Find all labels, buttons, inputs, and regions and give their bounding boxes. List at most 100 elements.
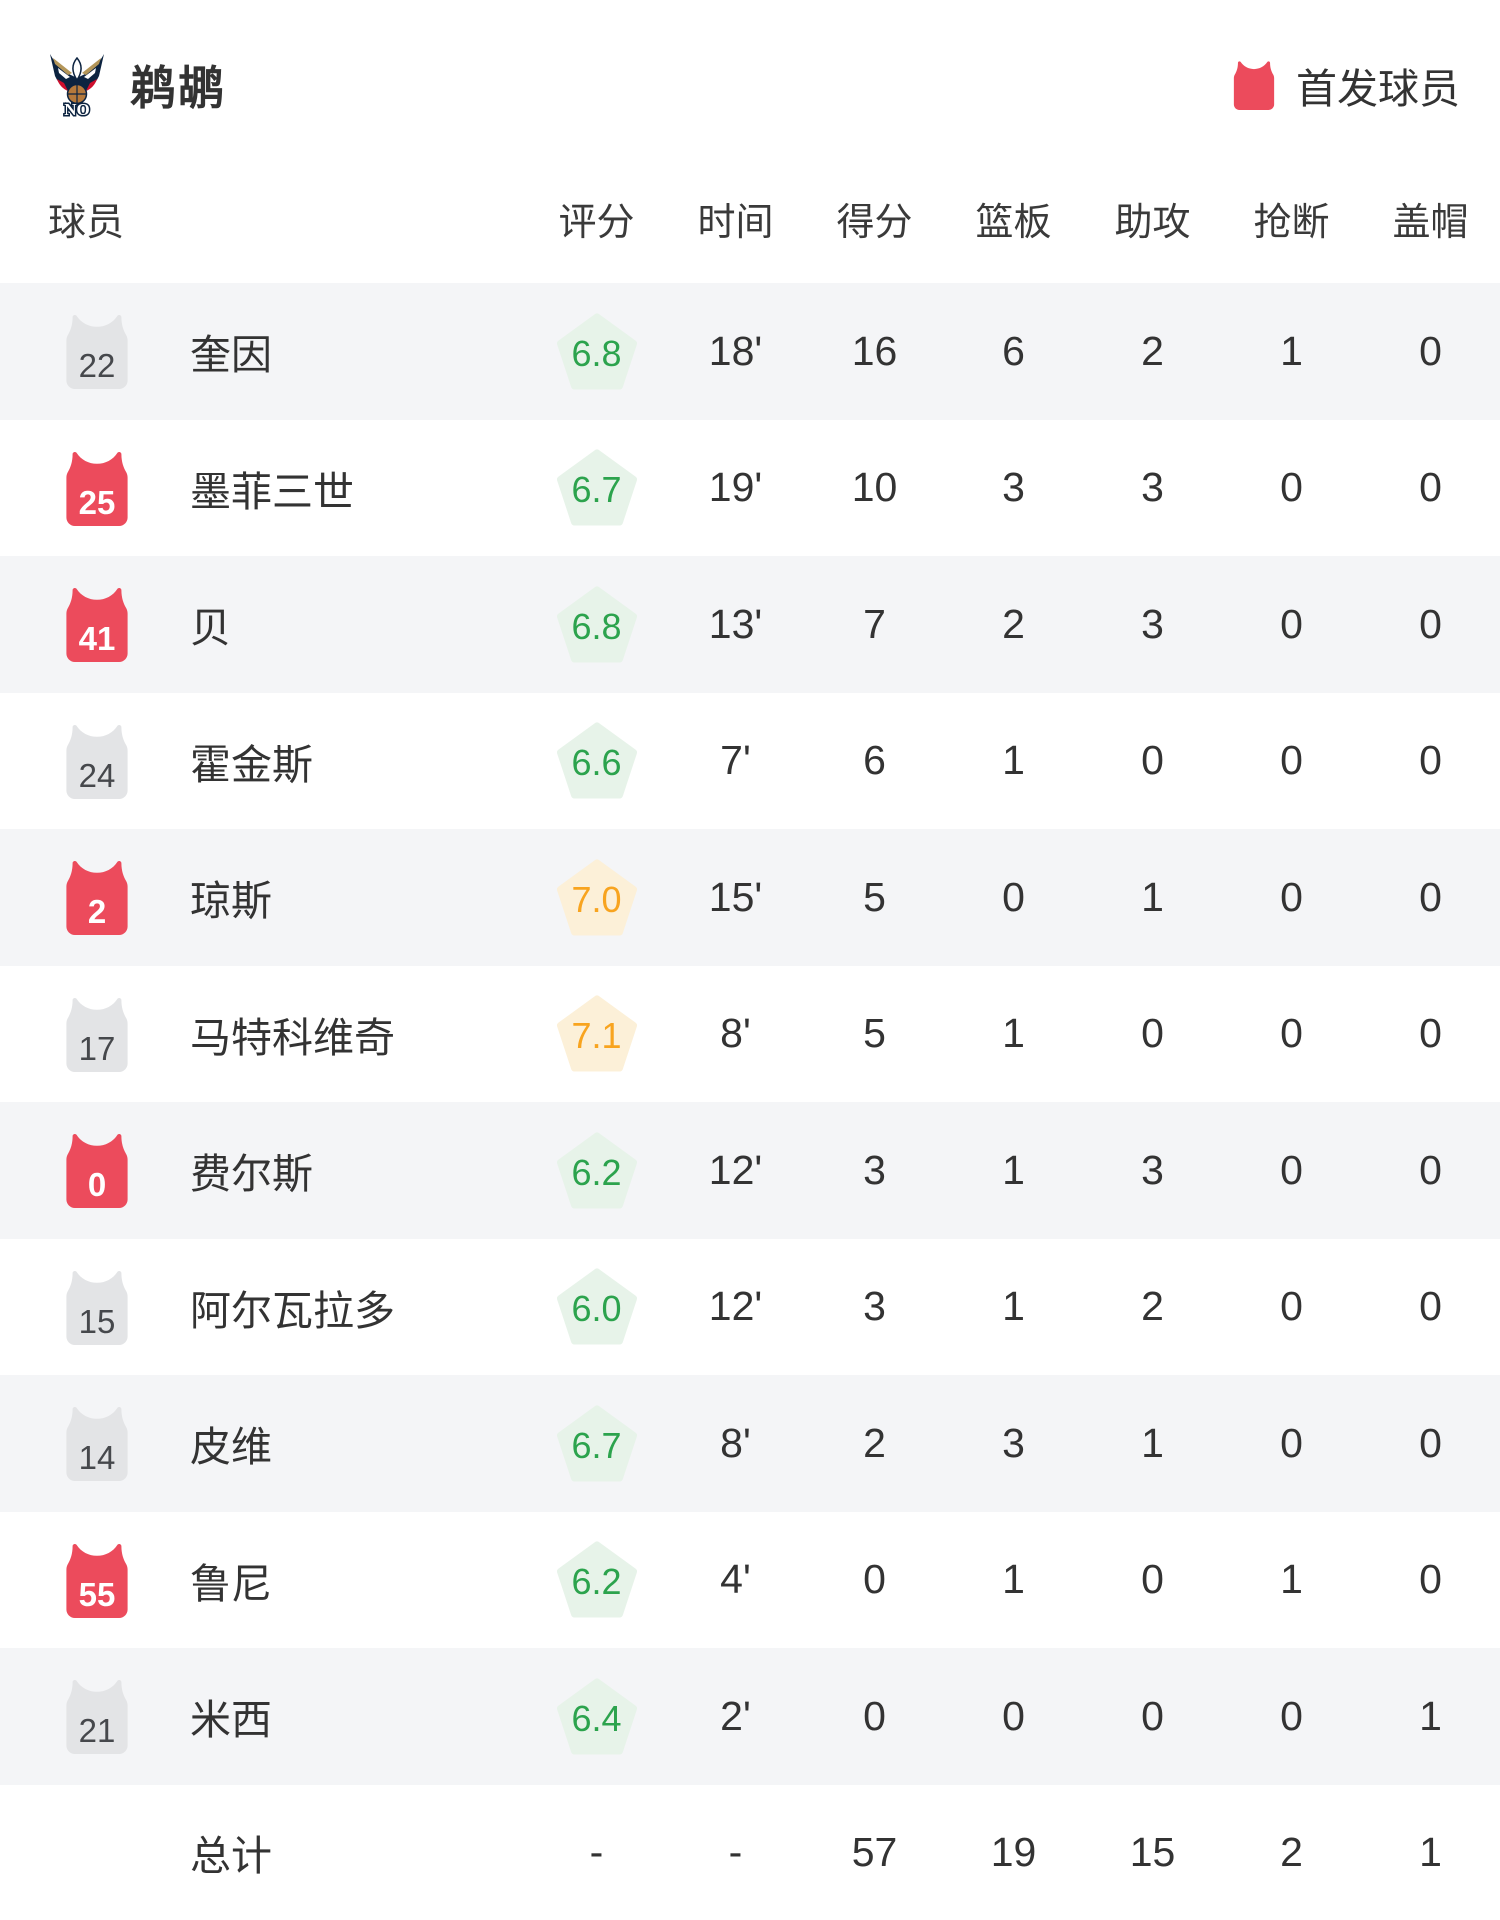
player-cell: 15 阿尔瓦拉多 [0,1269,527,1345]
points-cell: 0 [863,1556,886,1603]
rating-cell: 6.6 [527,722,666,799]
starter-jersey-icon [1233,61,1275,110]
player-cell: 14 皮维 [0,1405,527,1482]
steals-cell: 0 [1280,1146,1303,1193]
player-cell: 0 费尔斯 [0,1132,527,1209]
blocks-cell: 0 [1419,327,1442,374]
jersey-number: 21 [78,1712,116,1750]
blocks-cell: 0 [1419,1146,1442,1193]
rating-value: 6.7 [571,469,622,511]
jersey-number: 0 [87,1166,107,1204]
column-header-assists: 助攻 [1114,201,1191,244]
pentagon-icon [556,1268,637,1345]
table-row[interactable]: 24 霍金斯 6.6 7' 6 1 0 0 0 [0,692,1500,829]
table-row[interactable]: 0 费尔斯 6.2 12' 3 1 3 0 0 [0,1102,1500,1239]
player-name: 皮维 [190,1424,272,1471]
jersey-number: 2 [87,893,107,931]
column-header-time: 时间 [697,201,774,244]
points-cell: 0 [863,1692,886,1739]
player-name: 费尔斯 [190,1151,313,1198]
rating-value: 6.7 [571,1424,622,1466]
starter-jersey-icon: 41 [62,586,132,663]
table-row[interactable]: 17 马特科维奇 7.1 8' 5 1 0 0 0 [0,965,1500,1102]
points-cell: 16 [851,327,898,374]
points-cell: 6 [863,737,886,784]
pentagon-icon [556,1678,637,1755]
jersey-shape [66,1680,128,1755]
pentagon-icon [556,995,637,1072]
pentagon-icon [556,722,637,799]
table-row[interactable]: 2 琼斯 7.0 15' 5 0 1 0 0 [0,829,1500,966]
time-cell: 19' [708,464,763,511]
jersey-number: 17 [78,1029,116,1067]
rebounds-cell: 1 [1002,1556,1025,1603]
player-name: 奎因 [190,332,272,379]
time-cell: 7' [720,737,751,784]
rating-cell: 6.8 [527,586,666,663]
rating-value: 6.4 [571,1697,622,1739]
rating-value: 7.0 [571,878,622,920]
rating-cell: 6.2 [527,1541,666,1618]
rating-value: 6.6 [571,742,622,784]
jersey-shape [66,997,128,1072]
column-header-rating: 评分 [558,201,635,244]
blocks-cell: 0 [1419,1283,1442,1330]
table-row[interactable]: 21 米西 6.4 2' 0 0 0 0 1 [0,1648,1500,1785]
rebounds-cell: 1 [1002,1010,1025,1057]
column-header-row: 球员 评分 时间 得分 篮板 助攻 抢断 盖帽 [0,190,1500,246]
blocks-cell: 0 [1419,600,1442,647]
starter-jersey-icon: 2 [62,859,132,936]
time-cell: 2' [720,1692,751,1739]
time-cell: 8' [720,1419,751,1466]
pentagon-icon [556,859,637,936]
player-cell: 22 奎因 [0,313,527,390]
jersey-shape [66,1134,128,1209]
player-name: 琼斯 [190,878,272,925]
jersey-shape [66,315,128,390]
assists-cell: 0 [1141,737,1164,784]
points-cell: 5 [863,873,886,920]
rating-cell: 6.0 [527,1268,666,1345]
player-name: 鲁尼 [190,1560,272,1607]
rating-value: 6.8 [571,332,622,374]
table-row[interactable]: 14 皮维 6.7 8' 2 3 1 0 0 [0,1375,1500,1512]
bench-jersey-icon: 21 [62,1678,132,1755]
table-row[interactable]: 25 墨菲三世 6.7 19' 10 3 3 0 0 [0,419,1500,556]
team-logo: NO [50,54,104,118]
time-cell: 12' [708,1146,763,1193]
points-cell: 3 [863,1283,886,1330]
team-header: NO 鹈鹕 首发球员 [0,0,1500,120]
jersey-shape [66,1407,128,1482]
blocks-cell: 0 [1419,464,1442,511]
player-cell: 2 琼斯 [0,859,527,936]
pentagon-icon [556,1132,637,1209]
blocks-cell: 1 [1419,1828,1442,1875]
time-cell: 15' [708,873,763,920]
pentagon-icon [556,1405,637,1482]
steals-cell: 1 [1280,1556,1303,1603]
assists-cell: 3 [1141,1146,1164,1193]
assists-cell: 1 [1141,873,1164,920]
player-cell: 41 贝 [0,586,527,663]
column-header-points: 得分 [836,201,913,244]
player-cell: 24 霍金斯 [0,723,527,799]
table-row[interactable]: 15 阿尔瓦拉多 6.0 12' 3 1 2 0 0 [0,1238,1500,1375]
time-cell: 18' [708,327,763,374]
table-row[interactable]: 55 鲁尼 6.2 4' 0 1 0 1 0 [0,1511,1500,1648]
jersey-number: 14 [78,1439,116,1477]
bench-jersey-icon: 15 [62,1269,132,1345]
column-header-blocks: 盖帽 [1392,201,1469,244]
table-row[interactable]: 41 贝 6.8 13' 7 2 3 0 0 [0,556,1500,693]
points-cell: 10 [851,464,898,511]
bench-jersey-icon: 14 [62,1405,132,1482]
steals-cell: 1 [1280,327,1303,374]
totals-label: 总计 [190,1833,272,1880]
player-name: 阿尔瓦拉多 [190,1287,395,1334]
pelican-head [72,56,82,82]
rating-badge: 7.0 [556,859,638,936]
rating-badge: 6.0 [556,1268,638,1345]
pentagon-icon [556,313,637,390]
table-row[interactable]: 22 奎因 6.8 18' 16 6 2 1 0 [0,283,1500,420]
time-cell: 4' [720,1556,751,1603]
